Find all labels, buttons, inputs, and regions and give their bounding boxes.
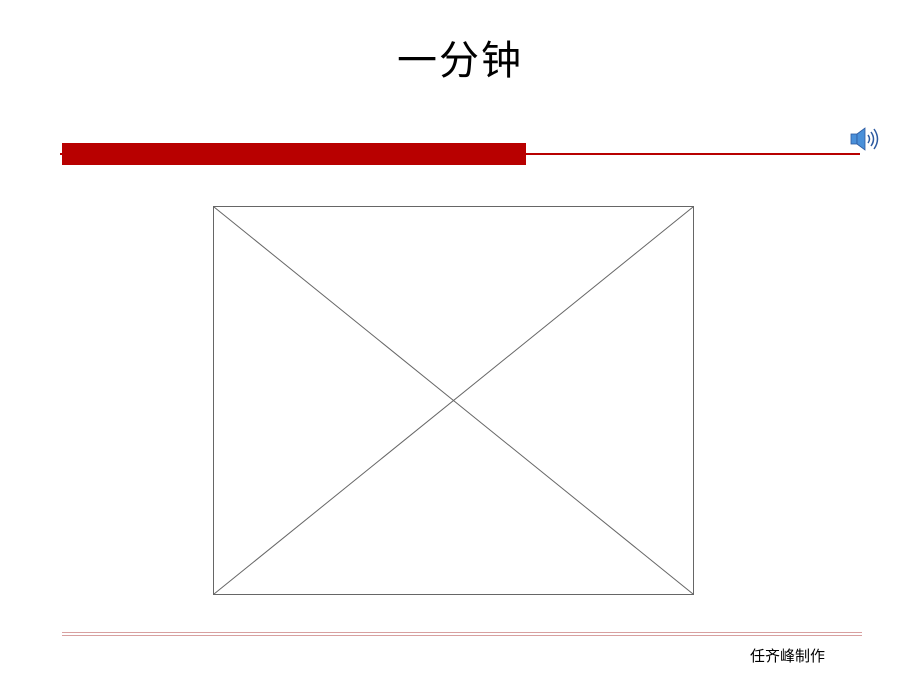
speaker-icon[interactable]	[850, 125, 880, 153]
image-placeholder	[213, 206, 694, 595]
footer-divider-bottom	[62, 635, 862, 636]
slide-title: 一分钟	[0, 28, 920, 86]
progress-bar-container	[60, 143, 860, 165]
footer-author: 任齐峰制作	[750, 645, 825, 666]
progress-bar-fill	[62, 143, 526, 165]
footer-divider-top	[62, 632, 862, 633]
